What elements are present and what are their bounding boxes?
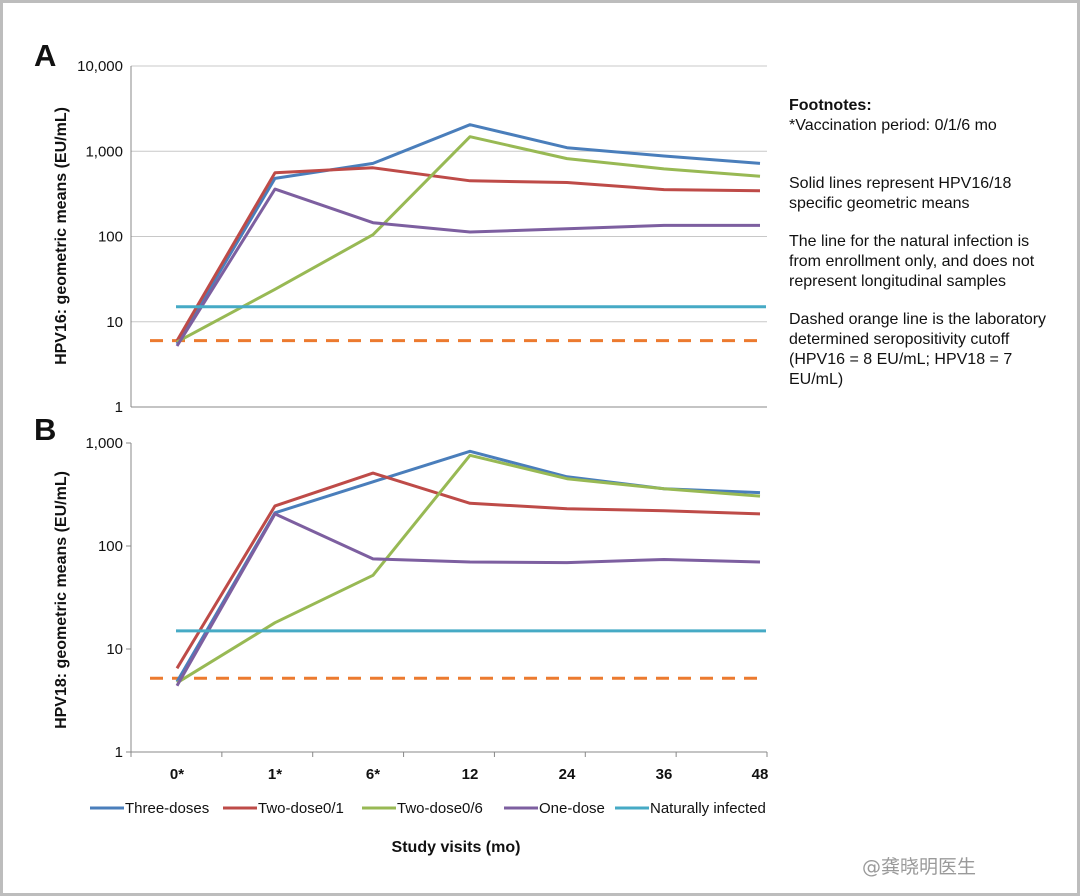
panel-b-series-three-doses [175, 449, 761, 683]
panel-b-y-tick-label: 1,000 [85, 435, 123, 452]
panel-b-y-tick-label: 100 [98, 538, 123, 555]
panel-b-y-axis-label: HPV18: geometric means (EU/mL) [53, 471, 70, 729]
x-tick-labels: 0* 1* 6* 12 24 36 48 [170, 766, 768, 783]
footnote-vaccination-period: *Vaccination period: 0/1/6 mo [789, 117, 997, 134]
panel-b: B 1 10 100 1,000 HPV18: geometric means (EU… [34, 412, 768, 783]
legend-label-two-dose0-1: Two-dose0/1 [258, 800, 344, 817]
legend-label-one-dose: One-dose [539, 800, 605, 817]
panel-b-series-two-dose0-6 [176, 453, 761, 685]
footnotes-title: Footnotes: [789, 97, 872, 114]
x-tick-label: 0* [170, 766, 184, 783]
panel-b-series [175, 449, 766, 687]
panel-a-y-tick-label: 10 [106, 314, 123, 331]
x-tick-label: 1* [268, 766, 282, 783]
footnotes-panel: Footnotes: *Vaccination period: 0/1/6 mo… [789, 96, 1064, 390]
panel-a-y-tick-label: 100 [98, 229, 123, 246]
panel-a-y-tick-labels: 1 10 100 1,000 10,000 [77, 58, 123, 416]
panel-a-letter: A [34, 38, 56, 73]
panel-a-series [175, 123, 766, 347]
x-tick-label: 12 [462, 766, 479, 783]
footnote-solid-lines: Solid lines represent HPV16/18 specific … [789, 175, 1012, 212]
panel-a-y-tick-label: 10,000 [77, 58, 123, 75]
panel-b-series-one-dose [175, 512, 761, 687]
x-tick-label: 24 [559, 766, 576, 783]
panel-a-series-two-dose0-1 [175, 166, 761, 342]
panel-b-y-tick-label: 1 [115, 744, 123, 761]
x-tick-label: 6* [366, 766, 380, 783]
panel-b-y-tick-labels: 1 10 100 1,000 [85, 435, 123, 761]
panel-b-series-two-dose0-1 [175, 471, 761, 670]
panel-a-gridlines [131, 65, 767, 323]
legend-label-three-doses: Three-doses [125, 800, 209, 817]
panel-a-series-two-dose0-6 [176, 135, 761, 344]
watermark: @龚晓明医生 [862, 856, 977, 878]
panel-a-series-one-dose [175, 187, 760, 347]
x-tick-label: 48 [752, 766, 769, 783]
panel-a: A 1 10 100 1,000 10,000 HPV16: geometric mea… [34, 38, 767, 416]
footnote-cutoff: Dashed orange line is the laboratory det… [789, 311, 1047, 388]
panel-a-axes [130, 66, 767, 408]
panel-a-y-axis-label: HPV16: geometric means (EU/mL) [53, 107, 70, 365]
x-axis-label: Study visits (mo) [392, 839, 521, 856]
x-tick-label: 36 [656, 766, 673, 783]
panel-a-y-tick-label: 1,000 [85, 143, 123, 160]
legend-label-two-dose0-6: Two-dose0/6 [397, 800, 483, 817]
panel-b-axes [126, 442, 768, 757]
panel-a-y-tick-label: 1 [115, 399, 123, 416]
legend: Three-doses Two-dose0/1 Two-dose0/6 One-dos… [90, 800, 766, 817]
panel-b-y-tick-label: 10 [106, 641, 123, 658]
footnote-natural-infection: The line for the natural infection is fr… [789, 233, 1035, 290]
panel-b-letter: B [34, 412, 56, 447]
panel-a-series-three-doses [175, 123, 761, 345]
legend-label-naturally-infected: Naturally infected [650, 800, 766, 817]
